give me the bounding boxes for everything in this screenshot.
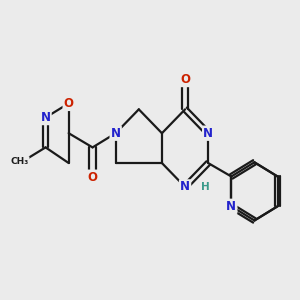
Text: N: N [40, 111, 51, 124]
Text: CH₃: CH₃ [10, 157, 28, 166]
Text: N: N [203, 127, 213, 140]
Text: N: N [180, 180, 190, 194]
Text: N: N [111, 127, 121, 140]
Text: H: H [201, 182, 210, 192]
Text: O: O [88, 171, 98, 184]
Text: N: N [226, 200, 236, 213]
Text: O: O [64, 97, 74, 110]
Text: O: O [180, 73, 190, 86]
